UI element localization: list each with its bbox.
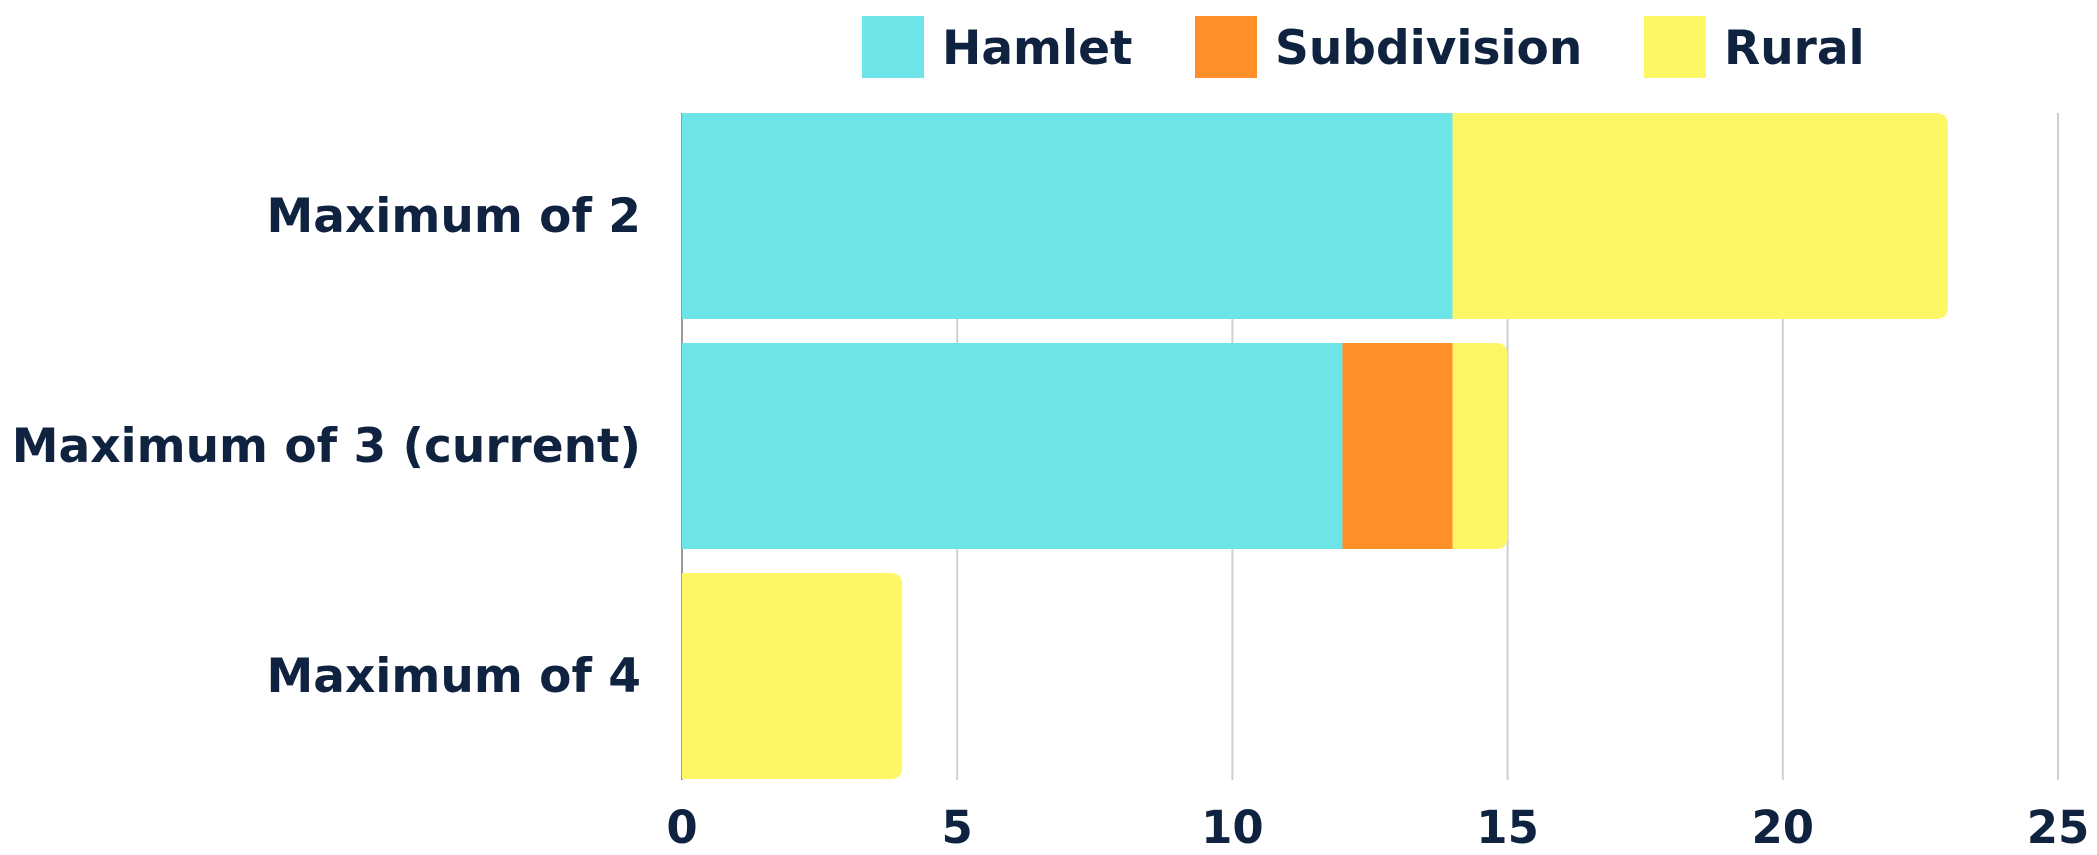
legend-swatch-subdivision [1195, 16, 1257, 78]
category-label: Maximum of 2 [267, 189, 642, 244]
x-tick-label: 5 [942, 801, 973, 854]
x-tick-label: 20 [1751, 801, 1814, 854]
legend-label-hamlet: Hamlet [942, 21, 1132, 76]
legend-label-rural: Rural [1724, 21, 1865, 76]
legend-swatch-hamlet [862, 16, 924, 78]
x-tick-label: 15 [1476, 801, 1539, 854]
bar-subdivision-1 [1342, 343, 1453, 549]
bars [682, 113, 1948, 779]
category-label: Maximum of 3 (current) [12, 419, 641, 474]
category-labels: Maximum of 2 Maximum of 3 (current) Maximu… [12, 189, 641, 704]
legend-swatch-rural [1644, 16, 1706, 78]
bar-hamlet-0 [682, 113, 1453, 319]
x-tick-label: 0 [666, 801, 697, 854]
legend: Hamlet Subdivision Rural [862, 16, 1865, 78]
x-tick-labels: 0 5 10 15 20 25 [666, 801, 2089, 854]
x-tick-label: 10 [1201, 801, 1264, 854]
category-label: Maximum of 4 [267, 649, 642, 704]
x-tick-label: 25 [2027, 801, 2090, 854]
bar-rural-1 [1452, 343, 1508, 549]
bar-rural-0 [1452, 113, 1948, 319]
bar-hamlet-1 [682, 343, 1343, 549]
bar-rural-2 [682, 573, 903, 779]
legend-label-subdivision: Subdivision [1275, 21, 1582, 76]
